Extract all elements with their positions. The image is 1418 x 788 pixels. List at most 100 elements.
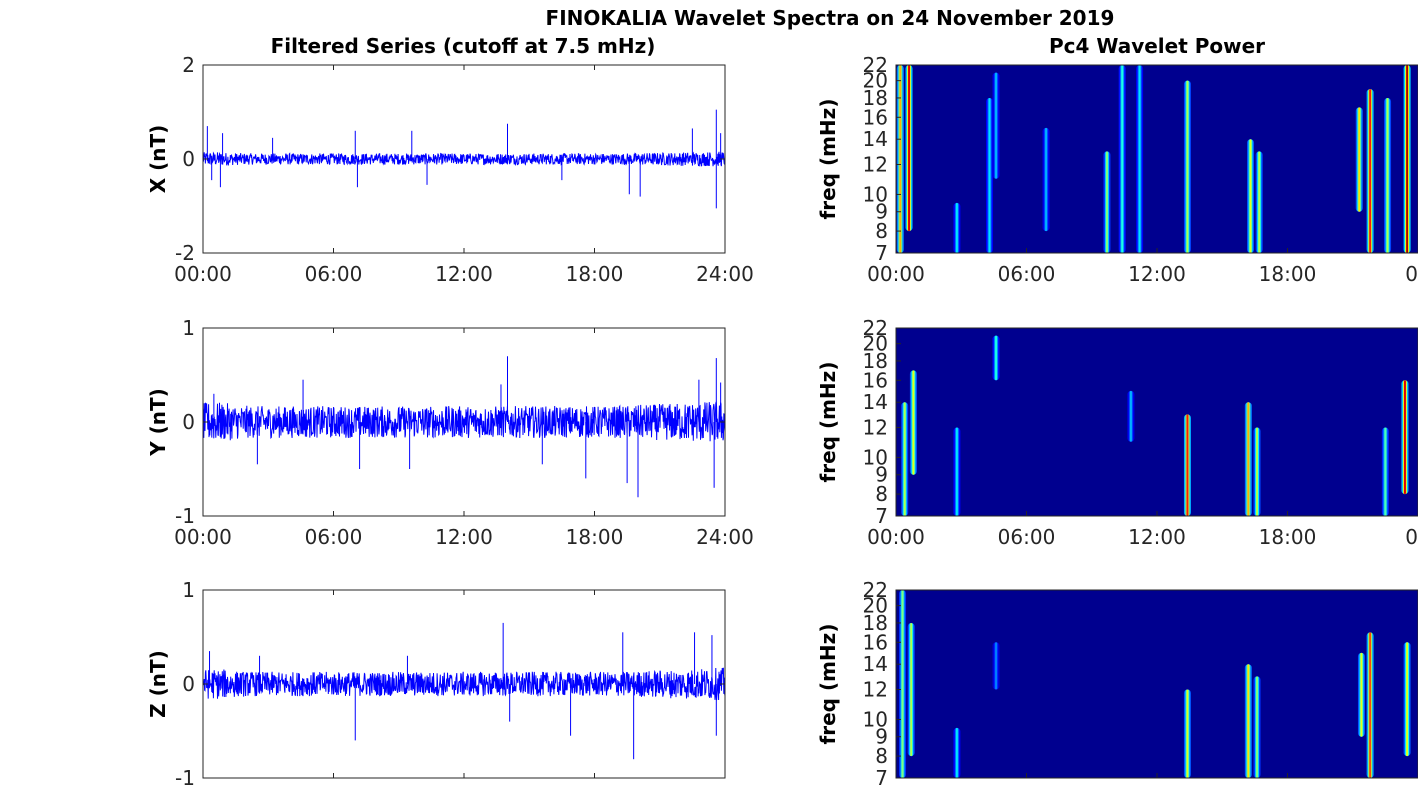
y-tick-label: 12 (863, 153, 888, 177)
power-background (896, 328, 1418, 516)
power-streak-6 (1042, 127, 1050, 232)
y-axis-label: freq (mHz) (816, 624, 840, 745)
y-tick-label: 9 (875, 200, 888, 224)
x-tick-label: 00:00 (174, 262, 232, 286)
left-column-title: Filtered Series (cutoff at 7.5 mHz) (271, 34, 656, 58)
y-tick-label: 1 (182, 578, 195, 602)
y-tick-label: 16 (863, 630, 888, 654)
x-tick-label: 12:00 (1128, 525, 1186, 549)
power-streak-2 (907, 622, 915, 757)
y-tick-label: 14 (863, 390, 888, 414)
x-tick-label: 06:00 (305, 262, 363, 286)
y-tick-label: 10 (863, 445, 888, 469)
power-background (896, 590, 1418, 778)
power-streak-7 (1253, 676, 1261, 778)
series-panel-1: 2 0 -200:00 06:00 12:00 18:00 24:00 X (nT) (146, 53, 754, 286)
y-tick-label: 7 (875, 766, 888, 788)
power-streak-5 (1127, 390, 1135, 442)
y-tick-label: 14 (863, 652, 888, 676)
y-tick-label: 16 (863, 368, 888, 392)
x-tick-label: 12:00 (435, 525, 493, 549)
y-tick-label: 2 (182, 53, 195, 77)
power-streak-3 (953, 727, 961, 778)
power-streak-3 (953, 427, 961, 516)
y-tick-label: 9 (875, 725, 888, 749)
y-tick-label: 20 (863, 332, 888, 356)
power-streak-10 (1403, 642, 1411, 757)
power-streak-16 (1403, 65, 1411, 253)
power-streak-11 (1247, 139, 1255, 253)
y-tick-label: 8 (875, 744, 888, 768)
power-streak-1 (896, 65, 904, 253)
y-tick-label: 7 (875, 241, 888, 265)
power-streak-5 (992, 72, 1000, 179)
power-streak-10 (1183, 80, 1191, 253)
right-column-title: Pc4 Wavelet Power (1049, 34, 1265, 58)
y-tick-label: -1 (175, 504, 195, 528)
power-streak-9 (1366, 632, 1374, 778)
x-tick-label: 00:00 (867, 262, 925, 286)
y-tick-label: 0 (182, 147, 195, 171)
power-streak-2 (905, 65, 913, 232)
y-tick-label: 10 (863, 707, 888, 731)
power-streak-5 (1183, 689, 1191, 778)
power-streak-7 (1103, 151, 1111, 253)
y-tick-label: 9 (875, 463, 888, 487)
power-streak-1 (899, 590, 907, 778)
y-tick-label: 20 (863, 69, 888, 93)
power-streak-15 (1384, 97, 1392, 253)
power-streak-6 (1244, 664, 1252, 778)
y-tick-label: 1 (182, 316, 195, 340)
y-tick-label: 22 (863, 578, 888, 602)
power-image (896, 590, 1418, 778)
x-tick-label: 06:00 (998, 525, 1056, 549)
y-tick-label: 0 (182, 410, 195, 434)
power-streak-1 (901, 402, 909, 516)
x-tick-label: 00 (1405, 262, 1418, 286)
x-tick-label: 00 (1405, 525, 1418, 549)
y-axis-label: freq (mHz) (816, 362, 840, 483)
series-trace (202, 400, 726, 442)
power-streak-8 (1118, 65, 1126, 253)
x-tick-label: 24:00 (696, 262, 754, 286)
x-tick-label: 00:00 (867, 525, 925, 549)
power-streak-4 (992, 642, 1000, 690)
series-trace (202, 667, 726, 701)
x-tick-label: 12:00 (1128, 262, 1186, 286)
y-tick-label: 7 (875, 504, 888, 528)
x-tick-label: 18:00 (566, 525, 624, 549)
y-tick-label: 8 (875, 219, 888, 243)
series-trace (202, 151, 726, 167)
power-background (896, 65, 1418, 253)
power-streak-6 (1183, 414, 1191, 516)
y-tick-label: 18 (863, 611, 888, 635)
x-tick-label: 18:00 (1259, 262, 1317, 286)
power-streak-3 (953, 202, 961, 253)
y-tick-label: 12 (863, 416, 888, 440)
x-tick-label: 24:00 (696, 525, 754, 549)
power-streak-4 (986, 97, 994, 253)
power-streak-4 (992, 335, 1000, 381)
power-streak-13 (1355, 107, 1363, 212)
y-tick-label: -1 (175, 766, 195, 788)
y-tick-label: 20 (863, 594, 888, 618)
y-axis-label: Y (nT) (146, 388, 170, 457)
y-tick-label: 0 (182, 672, 195, 696)
x-tick-label: 00:00 (174, 525, 232, 549)
power-streak-2 (909, 370, 917, 475)
y-axis-label: X (nT) (146, 125, 170, 194)
y-tick-label: 16 (863, 105, 888, 129)
y-tick-label: 10 (863, 182, 888, 206)
y-tick-label: 18 (863, 349, 888, 373)
y-tick-label: 22 (863, 316, 888, 340)
power-streak-14 (1366, 89, 1374, 253)
y-tick-label: 22 (863, 53, 888, 77)
y-tick-label: 14 (863, 127, 888, 151)
y-axis-label: freq (mHz) (816, 99, 840, 220)
power-streak-8 (1253, 427, 1261, 516)
power-streak-9 (1381, 427, 1389, 516)
power-streak-10 (1401, 380, 1409, 495)
